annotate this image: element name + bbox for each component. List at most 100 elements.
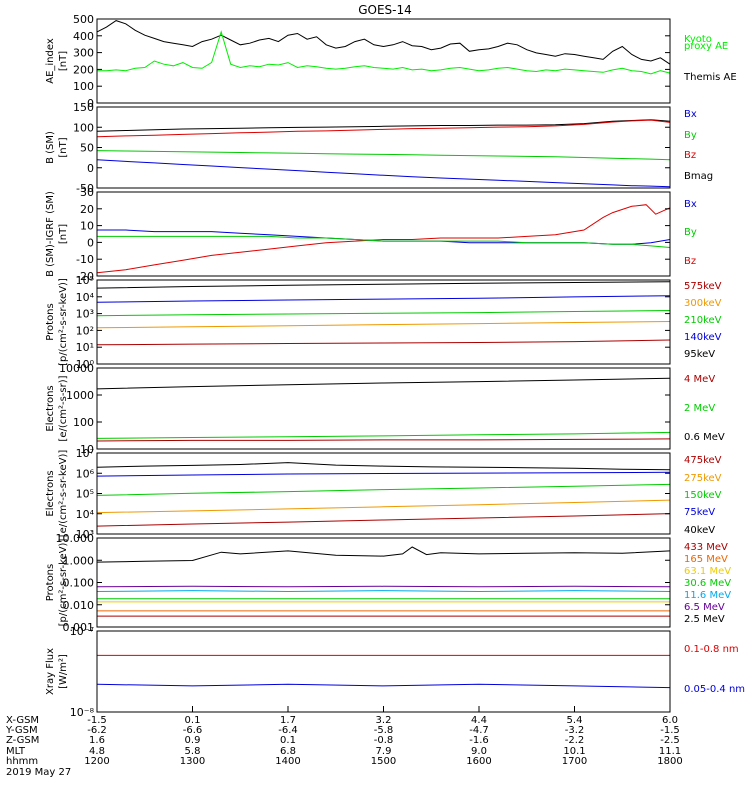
legend-label: 63.1 MeV — [684, 566, 731, 577]
series-line-bx — [97, 229, 671, 245]
x-axis-value: -6.4 — [278, 725, 298, 736]
legend-label: 210keV — [684, 315, 722, 326]
legend-label: 2.5 MeV — [684, 614, 725, 625]
x-row-label: X-GSM — [6, 715, 39, 726]
x-axis-value: 5.4 — [567, 715, 583, 726]
legend-label: 40keV — [684, 525, 715, 536]
x-axis-value: 1300 — [180, 756, 205, 767]
series-line-40kev — [96, 462, 671, 471]
x-axis-value: 5.8 — [185, 746, 201, 757]
x-axis-value: 3.2 — [376, 715, 392, 726]
series-line-475kev — [96, 513, 671, 527]
legend-label: By — [684, 130, 697, 141]
panel-7: 10.000 1.000 0.100 0.010 0.001 Protons [p/(cm²… — [45, 532, 731, 634]
y-tick-label: 10² — [76, 324, 94, 337]
panel-frame — [96, 18, 671, 104]
y-axis-unit: [p/(cm²-s-sr-keV)] — [58, 539, 69, 627]
series-line-2-mev — [96, 431, 671, 439]
series-line-0.05-0.4-nm — [96, 683, 671, 689]
panel-3: 30 20 10 0 -10 -20 B (SM)-IGRF (SM) [nT] Bx By Bz — [45, 186, 697, 283]
y-tick-label: 0 — [87, 236, 94, 249]
x-axis-value: -1.5 — [87, 715, 107, 726]
series-line-75kev — [96, 471, 671, 477]
x-axis-value: 7.9 — [376, 746, 392, 757]
y-axis-label: B (SM)-IGRF (SM) — [45, 191, 56, 277]
legend-label: 0.6 MeV — [684, 432, 725, 443]
legend-label: Bx — [684, 199, 697, 210]
series-line-bmag — [96, 119, 671, 132]
series-line-bz — [96, 204, 671, 274]
panel-frame — [96, 279, 671, 365]
legend-label: 4 MeV — [684, 374, 715, 385]
y-axis-label: AE_index — [45, 38, 56, 84]
x-axis-value: -3.2 — [565, 725, 585, 736]
panel-5: 10000 1000 100 10 Electrons [e/(cm²-s-sr)] 4 M… — [45, 362, 725, 456]
x-axis-value: 0.1 — [280, 735, 296, 746]
y-axis-label: Electrons — [45, 385, 56, 431]
x-axis-value: 4.8 — [89, 746, 105, 757]
x-axis-value: 0.1 — [185, 715, 201, 726]
y-tick-label: 30 — [80, 186, 94, 199]
x-axis-value: 1700 — [562, 756, 587, 767]
panel-8: 10⁻⁷ 10⁻⁸ Xray Flux [W/m²] 0.1-0.8 nm 0.05-0.… — [45, 625, 745, 719]
y-tick-label: 10¹ — [76, 341, 94, 354]
x-axis-value: -6.6 — [183, 725, 203, 736]
x-axis-value: -4.7 — [469, 725, 489, 736]
legend-label: By — [684, 227, 697, 238]
y-axis-unit: [e/(cm²-s-sr-keV)] — [58, 450, 69, 538]
series-line-bz — [96, 119, 671, 138]
legend-label: 475keV — [684, 455, 722, 466]
legend-label: 275keV — [684, 473, 722, 484]
chart-title: GOES-14 — [358, 3, 412, 17]
legend-label: Bz — [684, 256, 696, 267]
y-tick-label: 10⁴ — [76, 291, 95, 304]
legend-label: 140keV — [684, 332, 722, 343]
series-line-0.6-mev — [96, 377, 671, 390]
x-row-label: hhmm — [6, 756, 38, 767]
legend-label: 165 MeV — [684, 554, 728, 565]
y-tick-label: 10⁵ — [76, 488, 94, 501]
y-tick-label: 10⁶ — [76, 467, 95, 480]
x-axis-value: -2.5 — [660, 735, 680, 746]
y-axis-unit: [e/(cm²-s-sr)] — [58, 375, 69, 441]
legend-label: 75keV — [684, 507, 715, 518]
x-axis-value: 1500 — [371, 756, 396, 767]
y-tick-label: 20 — [80, 203, 94, 216]
panel-frame — [96, 367, 671, 450]
y-axis-label: Electrons — [45, 470, 56, 516]
legend-label: 2 MeV — [684, 403, 715, 414]
x-axis-value: -2.2 — [565, 735, 585, 746]
x-axis-value: 0.9 — [185, 735, 201, 746]
series-line-150kev — [96, 483, 671, 496]
y-tick-label: 0 — [87, 97, 94, 110]
y-axis-label: Protons — [45, 303, 56, 340]
legend-label: Kyoto — [684, 34, 712, 45]
y-axis-label: B (SM) — [45, 131, 56, 164]
y-tick-label: 100 — [73, 416, 94, 429]
legend-label: 300keV — [684, 298, 722, 309]
x-axis-value: 10.1 — [563, 746, 585, 757]
y-tick-label: -10 — [76, 253, 94, 266]
series-line-4-mev — [96, 438, 671, 442]
x-axis-value: 4.4 — [471, 715, 487, 726]
x-row-label: 2019 May 27 — [6, 767, 71, 778]
series-line-kyoto-proxy-ae — [97, 30, 671, 75]
panel-6: 10⁷ 10⁶ 10⁵ 10⁴ 10³ Electrons [e/(cm²-s-sr-keV… — [45, 447, 722, 541]
y-tick-label: 50 — [80, 142, 94, 155]
y-tick-label: 200 — [73, 63, 94, 76]
y-axis-unit: [W/m²] — [58, 654, 69, 689]
y-tick-label: 10⁴ — [76, 508, 95, 521]
x-axis-value: 9.0 — [471, 746, 487, 757]
series-line-6.5-mev — [96, 585, 671, 588]
legend-label: Bmag — [684, 171, 713, 182]
y-tick-label: 0 — [87, 162, 94, 175]
x-axis-value: 1.6 — [89, 735, 105, 746]
legend-label: Themis AE — [683, 72, 737, 83]
y-tick-label: 1.000 — [63, 554, 95, 567]
y-tick-label: 10⁰ — [76, 358, 95, 371]
x-axis-value: 1400 — [275, 756, 300, 767]
y-axis-unit: [nT] — [58, 137, 69, 157]
y-tick-label: 10 — [80, 443, 94, 456]
